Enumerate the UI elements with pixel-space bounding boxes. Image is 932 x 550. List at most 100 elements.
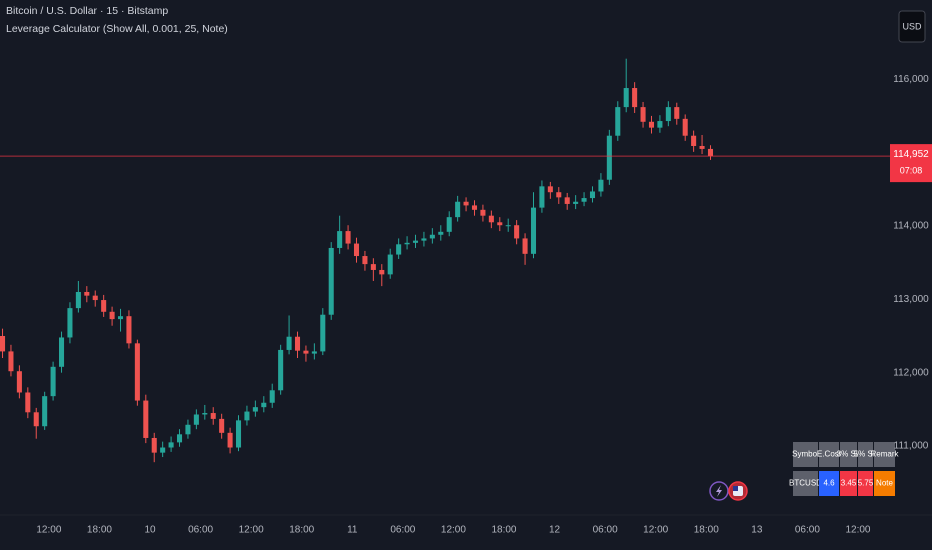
- indicator-title: Leverage Calculator (Show All, 0.001, 25…: [6, 23, 228, 35]
- candle-body: [421, 238, 427, 241]
- y-tick-label: 111,000: [894, 441, 929, 452]
- candle-body: [657, 121, 663, 128]
- table-value: BTCUSD: [789, 479, 822, 488]
- x-tick-label: 06:00: [795, 525, 820, 536]
- candle-body: [0, 335, 6, 352]
- candle-body: [370, 264, 376, 270]
- x-tick-label: 18:00: [289, 525, 314, 536]
- candle-body: [160, 447, 166, 453]
- flag-canton: [733, 486, 738, 491]
- candle-body: [328, 247, 334, 315]
- candle-body: [16, 371, 22, 393]
- x-tick-label: 13: [751, 525, 763, 536]
- candle-body: [606, 135, 612, 180]
- candle-body: [674, 107, 680, 119]
- candle-body: [640, 107, 646, 122]
- candle-body: [101, 300, 107, 312]
- table-cell: [858, 442, 873, 467]
- x-tick-label: 06:00: [390, 525, 415, 536]
- candle-body: [67, 308, 73, 338]
- table-cell: [819, 471, 839, 496]
- lightning: [716, 485, 722, 497]
- candle-body: [278, 349, 284, 391]
- candle-body: [505, 225, 511, 227]
- table-header: Symbol: [792, 450, 819, 459]
- y-tick-label: 112,000: [893, 367, 929, 378]
- candle-body: [539, 186, 545, 208]
- candle-body: [598, 179, 604, 192]
- table-cell: [819, 442, 839, 467]
- candle-body: [252, 407, 258, 412]
- candle-body: [109, 311, 115, 320]
- candle-body: [219, 418, 225, 433]
- candle-body: [117, 316, 124, 320]
- y-tick-label: 114,000: [893, 221, 929, 232]
- x-tick-label: 18:00: [491, 525, 516, 536]
- candle-body: [50, 366, 56, 397]
- countdown-label: 07:08: [900, 165, 923, 175]
- x-tick-label: 12:00: [441, 525, 466, 536]
- candle-body: [345, 231, 351, 244]
- candle-body: [185, 424, 191, 435]
- x-tick-label: 06:00: [188, 525, 213, 536]
- currency-label[interactable]: USD: [902, 21, 922, 31]
- candle-body: [682, 118, 688, 136]
- last-price-box: [890, 144, 932, 183]
- table-value: 4.6: [823, 479, 835, 488]
- plot-area: [0, 58, 890, 463]
- candle-body: [573, 201, 579, 204]
- candle-body: [615, 107, 621, 136]
- candle-body: [261, 402, 267, 408]
- candle-body: [514, 225, 520, 239]
- symbol-title: Bitcoin / U.S. Dollar · 15 · Bitstamp: [6, 5, 168, 17]
- candle-body: [210, 413, 216, 419]
- candle-body: [471, 205, 478, 210]
- table-cell: [858, 471, 873, 496]
- candle-body: [379, 269, 385, 275]
- last-price-label: 114,952: [893, 149, 929, 160]
- candle-body: [547, 186, 553, 193]
- candle-body: [303, 350, 309, 354]
- table-header: 5% SL: [854, 450, 878, 459]
- candle-body: [320, 314, 326, 352]
- candle-body: [623, 88, 629, 108]
- x-tick-label: 12: [549, 525, 561, 536]
- x-tick-label: 18:00: [87, 525, 112, 536]
- table-header: E.Cost: [817, 450, 842, 459]
- x-tick-label: 18:00: [694, 525, 719, 536]
- candle-body: [353, 243, 360, 257]
- candle-body: [337, 231, 343, 248]
- candle-body: [176, 434, 183, 443]
- candle-body: [42, 396, 48, 427]
- x-tick-label: 12:00: [845, 525, 870, 536]
- candle-body: [632, 88, 638, 108]
- candle-body: [488, 215, 494, 223]
- flag-icon[interactable]: [728, 481, 748, 501]
- candle-body: [665, 107, 671, 122]
- candle-body: [193, 414, 199, 425]
- y-tick-label: 113,000: [893, 294, 929, 305]
- candle-body: [691, 135, 697, 146]
- candle-body: [84, 291, 90, 296]
- candle-body: [58, 337, 65, 367]
- table-cell: [793, 442, 818, 467]
- candle-body: [134, 343, 140, 401]
- candle-body: [446, 217, 452, 232]
- candle-body: [530, 207, 537, 254]
- table-cell: [874, 442, 895, 467]
- candle-body: [244, 411, 250, 421]
- candle-body: [480, 209, 486, 216]
- currency-button[interactable]: [898, 10, 926, 43]
- candle-body: [8, 351, 14, 372]
- alert-icon[interactable]: [709, 481, 729, 501]
- candle-body: [522, 238, 528, 254]
- candle-body: [404, 242, 410, 245]
- candle-body: [202, 413, 208, 415]
- candle-body: [429, 234, 435, 239]
- candle-body: [168, 442, 174, 448]
- candle-body: [126, 316, 132, 344]
- candle-body: [143, 400, 149, 438]
